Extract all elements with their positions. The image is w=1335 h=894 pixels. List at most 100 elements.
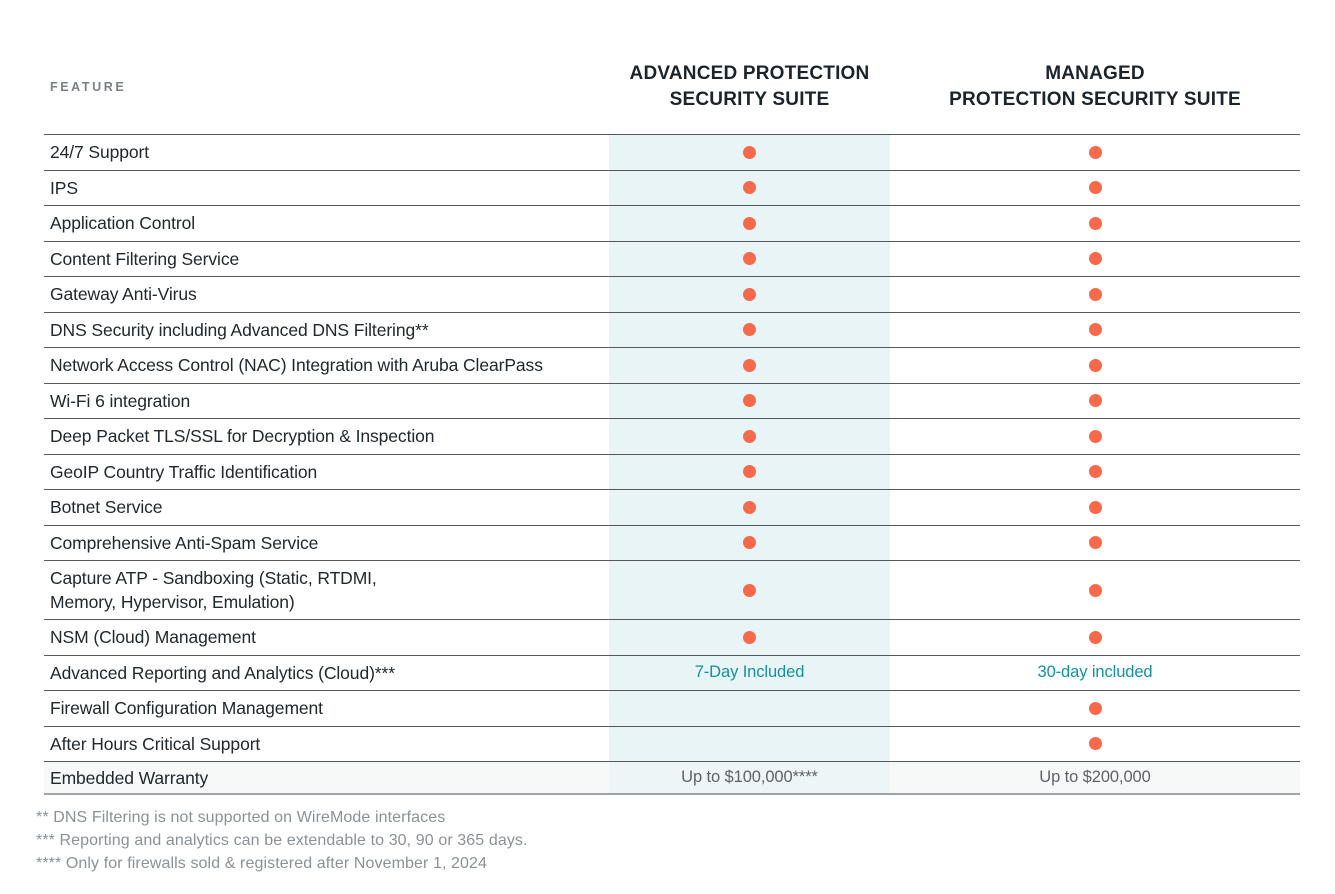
managed-cell [890, 242, 1300, 277]
advanced-cell [609, 312, 890, 347]
table-row: GeoIP Country Traffic Identification [44, 453, 1300, 489]
included-dot [743, 145, 756, 159]
managed-cell [890, 526, 1300, 561]
included-dot [1088, 536, 1102, 550]
included-dot [1088, 701, 1102, 715]
table-row: Network Access Control (NAC) Integration… [44, 347, 1300, 383]
table-rows: 24/7 Support IPS Application Control Conten… [44, 134, 1300, 795]
footnote: ** DNS Filtering is not supported on Wir… [36, 809, 446, 826]
table-row: Firewall Configuration Management [44, 690, 1300, 726]
managed-cell [890, 206, 1300, 241]
advanced-cell [609, 277, 890, 312]
feature-label: Embedded Warranty [50, 767, 209, 788]
included-dot [743, 429, 756, 443]
table-row: NSM (Cloud) Management [44, 619, 1300, 655]
managed-cell [890, 561, 1300, 619]
feature-label: IPS [50, 177, 78, 198]
table-row: Deep Packet TLS/SSL for Decryption & Ins… [44, 418, 1300, 454]
value-text: 7-Day Included [694, 663, 805, 682]
advanced-cell: Up to $100,000**** [609, 762, 890, 793]
included-dot [1088, 465, 1102, 479]
feature-label: DNS Security including Advanced DNS Filt… [50, 319, 429, 340]
advanced-cell [609, 206, 890, 241]
table-row: Comprehensive Anti-Spam Service [44, 524, 1300, 561]
feature-column-header: FEATURE [50, 80, 127, 94]
feature-label: 24/7 Support [50, 142, 150, 163]
included-dot [1088, 737, 1102, 751]
feature-label: Capture ATP - Sandboxing (Static, RTDMI,… [50, 568, 377, 612]
included-dot [743, 358, 756, 372]
advanced-cell [609, 419, 890, 454]
included-dot [1088, 145, 1102, 159]
feature-label: Botnet Service [50, 497, 163, 518]
managed-cell: Up to $200,000 [890, 762, 1300, 793]
included-dot [743, 465, 756, 479]
managed-cell [890, 419, 1300, 454]
advanced-cell [609, 170, 890, 205]
managed-cell [890, 384, 1300, 419]
managed-cell [890, 727, 1300, 762]
included-dot [1088, 216, 1102, 230]
included-dot [1088, 394, 1102, 408]
included-dot [743, 252, 756, 266]
managed-cell [890, 490, 1300, 525]
included-dot [1088, 500, 1102, 514]
feature-label: Wi-Fi 6 integration [50, 390, 191, 411]
feature-label: Advanced Reporting and Analytics (Cloud)… [50, 662, 395, 683]
feature-label: Firewall Configuration Management [50, 698, 323, 719]
advanced-cell [609, 241, 890, 276]
included-dot [743, 216, 756, 230]
feature-label: Deep Packet TLS/SSL for Decryption & Ins… [50, 426, 435, 447]
advanced-cell [609, 620, 890, 655]
managed-cell [890, 620, 1300, 655]
footnote: *** Reporting and analytics can be exten… [36, 832, 528, 849]
footnotes: ** DNS Filtering is not supported on Wir… [36, 806, 1300, 875]
value-text: Up to $200,000 [1039, 768, 1151, 786]
managed-cell [890, 313, 1300, 348]
advanced-cell [609, 383, 890, 418]
feature-label: Application Control [50, 213, 195, 234]
feature-comparison-table: FEATURE ADVANCED PROTECTION SECURITY SUI… [36, 40, 1300, 875]
advanced-cell [609, 348, 890, 383]
value-text: 30-day included [1037, 663, 1153, 682]
included-dot [1088, 181, 1102, 195]
included-dot [1088, 429, 1102, 443]
advanced-cell [609, 490, 890, 525]
advanced-cell [609, 454, 890, 489]
value-text: Up to $100,000**** [681, 768, 818, 786]
included-dot [1088, 583, 1102, 597]
table-row: Advanced Reporting and Analytics (Cloud)… [44, 654, 1300, 691]
table-row: After Hours Critical Support [44, 725, 1300, 762]
advanced-cell: 7-Day Included [609, 655, 890, 690]
included-dot [1088, 287, 1102, 301]
included-dot [743, 323, 756, 337]
feature-label: NSM (Cloud) Management [50, 627, 256, 648]
advanced-suite-column-header: ADVANCED PROTECTION SECURITY SUITE [629, 63, 870, 110]
managed-cell [890, 691, 1300, 726]
feature-label: Network Access Control (NAC) Integration… [50, 355, 543, 376]
managed-cell [890, 348, 1300, 383]
included-dot [743, 630, 756, 644]
included-dot [743, 181, 756, 195]
footnote: **** Only for firewalls sold & registere… [36, 855, 488, 872]
managed-cell: 30-day included [890, 656, 1300, 691]
managed-suite-column-header: MANAGED PROTECTION SECURITY SUITE [949, 63, 1241, 110]
table-row: Wi-Fi 6 integration [44, 382, 1300, 419]
table-row: Content Filtering Service [44, 240, 1300, 277]
managed-cell [890, 277, 1300, 312]
feature-label: Gateway Anti-Virus [50, 284, 197, 305]
table-row: Gateway Anti-Virus [44, 276, 1300, 312]
feature-label: Comprehensive Anti-Spam Service [50, 532, 319, 553]
included-dot [743, 500, 756, 514]
advanced-cell [609, 726, 890, 761]
included-dot [743, 536, 756, 550]
managed-cell [890, 171, 1300, 206]
included-dot [1088, 323, 1102, 337]
included-dot [1088, 630, 1102, 644]
included-dot [743, 394, 756, 408]
feature-label: Content Filtering Service [50, 248, 240, 269]
included-dot [1088, 252, 1102, 266]
table-row: DNS Security including Advanced DNS Filt… [44, 311, 1300, 348]
advanced-cell [609, 135, 890, 170]
